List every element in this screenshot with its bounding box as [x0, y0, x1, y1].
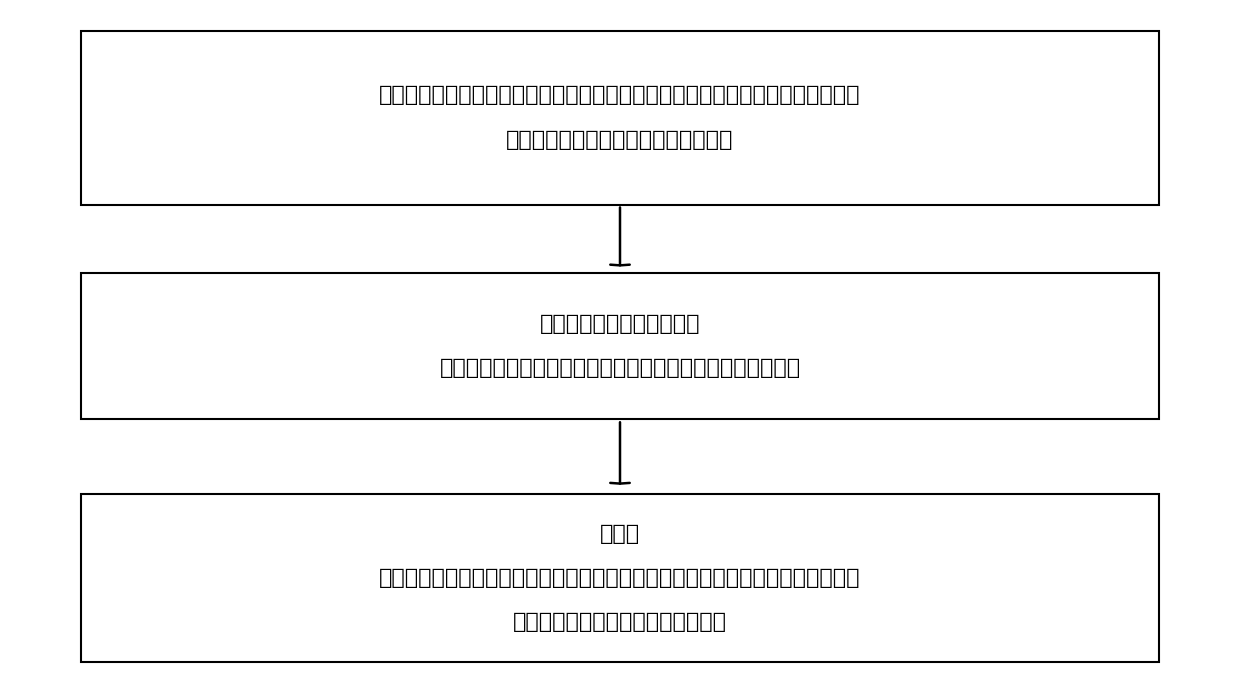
- Text: 获取特定区域当前时刻点的设备温度直接测量值并作为设备当前时刻点的绝对温度: 获取特定区域当前时刻点的设备温度直接测量值并作为设备当前时刻点的绝对温度: [379, 85, 861, 106]
- Text: 利用设备绝对温度值与相应: 利用设备绝对温度值与相应: [539, 314, 701, 334]
- FancyBboxPatch shape: [81, 494, 1159, 662]
- FancyBboxPatch shape: [81, 273, 1159, 419]
- Text: 中任一者超过相应阈值，则进行预警: 中任一者超过相应阈值，则进行预警: [513, 612, 727, 632]
- Text: 值，同时获取当前时刻点的预测气温值: 值，同时获取当前时刻点的预测气温值: [506, 130, 734, 150]
- Text: 将设备: 将设备: [600, 524, 640, 544]
- Text: 时刻点的预测气温值作差，得到设备当前时刻点的相对温升值: 时刻点的预测气温值作差，得到设备当前时刻点的相对温升值: [439, 358, 801, 379]
- Text: 绝对温度值和相对温升值分别与预设绝对温度阈值和预设相对温升阈值比较，若和: 绝对温度值和相对温升值分别与预设绝对温度阈值和预设相对温升阈值比较，若和: [379, 568, 861, 588]
- FancyBboxPatch shape: [81, 31, 1159, 205]
